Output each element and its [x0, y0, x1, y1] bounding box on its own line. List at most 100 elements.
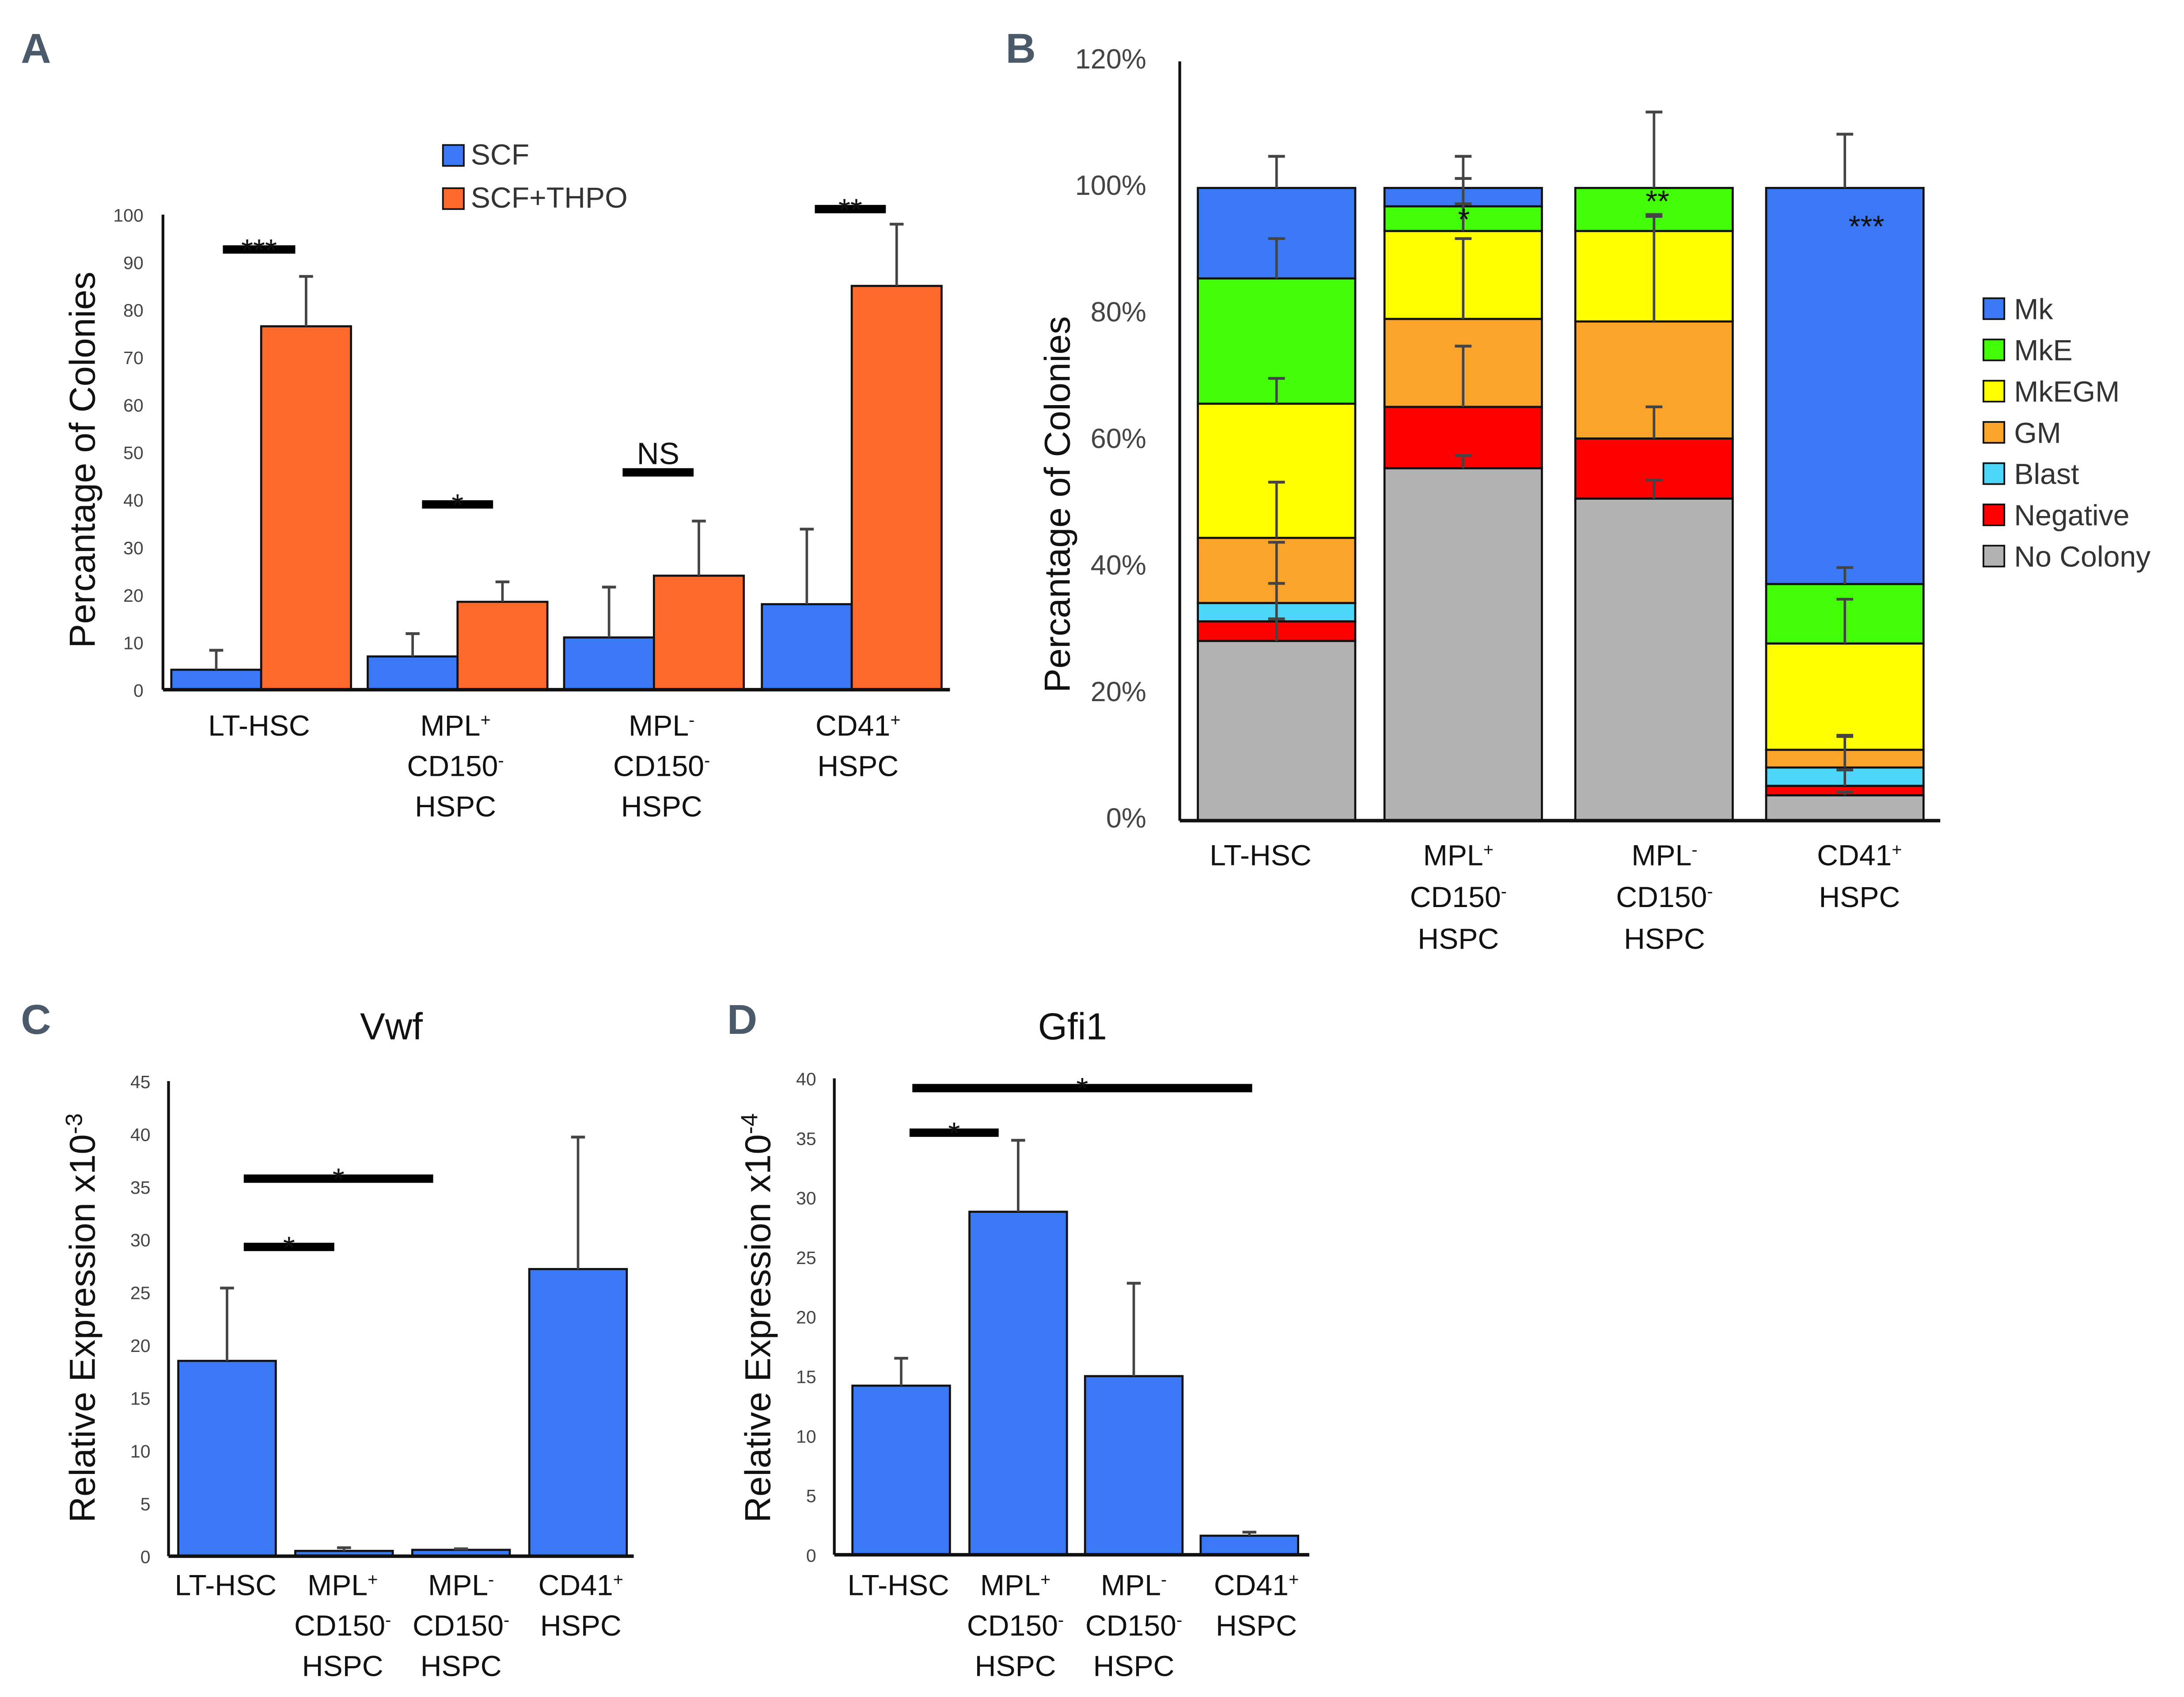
significance-bar: [622, 468, 694, 477]
bar: [968, 1211, 1068, 1556]
bar-scf: [367, 655, 459, 691]
y-tick-label: 15: [130, 1389, 151, 1409]
x-category-label: LT-HSC: [175, 1569, 277, 1602]
x-category-label: HSPC: [421, 1650, 502, 1682]
x-category-label: CD41+: [815, 710, 900, 742]
legend-label: MkE: [2014, 334, 2072, 367]
chart-title-c: Vwf: [360, 1006, 423, 1048]
x-category-label: MPL+: [307, 1569, 378, 1602]
x-category-label: CD41+: [1214, 1569, 1299, 1602]
x-category-label: HSPC: [1216, 1610, 1297, 1642]
y-tick-label: 20%: [1091, 676, 1146, 707]
y-axis-label-a: Percantage of Colonies: [62, 272, 102, 648]
significance-bar: [243, 1242, 334, 1251]
significance-label: *: [948, 1116, 960, 1150]
x-category-label: HSPC: [1819, 881, 1900, 914]
legend-label: MkEGM: [2014, 376, 2120, 408]
bar-segment-mk: [1765, 187, 1925, 585]
y-tick-label: 45: [130, 1072, 151, 1092]
legend-swatch: [1983, 462, 2006, 485]
x-category-label: LT-HSC: [1210, 839, 1312, 872]
x-category-label: HSPC: [1093, 1650, 1175, 1682]
x-category-label: MPL-: [428, 1569, 494, 1602]
legend-swatch: [1983, 545, 2006, 568]
chart-title-d: Gfi1: [1038, 1006, 1107, 1048]
bar: [528, 1268, 628, 1557]
significance-label: ***: [241, 233, 277, 267]
legend-label: GM: [2014, 417, 2061, 449]
y-tick-label: 10: [130, 1441, 151, 1462]
x-category-label: CD150-: [613, 750, 710, 783]
bar-scf-thpo: [652, 574, 745, 691]
y-tick-label: 10: [796, 1426, 816, 1446]
y-tick-label: 0: [133, 680, 144, 701]
significance-bar: [223, 245, 296, 254]
bar-segment-no-colony: [1574, 497, 1734, 822]
y-tick-label: 5: [140, 1494, 151, 1515]
y-tick-label: 50: [123, 443, 144, 463]
x-category-label: HSPC: [540, 1610, 622, 1642]
y-tick-label: 120%: [1075, 44, 1146, 75]
significance-label: NS: [637, 436, 679, 471]
y-tick-label: 30: [796, 1188, 816, 1208]
legend-label: No Colony: [2014, 540, 2150, 573]
significance-bar: [243, 1174, 433, 1183]
y-tick-label: 0%: [1106, 803, 1146, 834]
y-tick-label: 60: [123, 395, 144, 416]
x-category-label: HSPC: [415, 790, 496, 823]
y-tick-label: 100%: [1075, 170, 1146, 201]
y-axis-label-d: Relative Expression x10-4: [736, 1113, 778, 1523]
bar: [177, 1359, 277, 1557]
y-tick-label: 40: [796, 1069, 816, 1090]
bar: [851, 1384, 951, 1556]
y-tick-label: 40%: [1091, 550, 1146, 581]
legend-swatch: [1983, 503, 2006, 526]
y-tick-label: 25: [130, 1283, 151, 1303]
legend-label: Blast: [2014, 458, 2079, 491]
x-category-label: CD41+: [1817, 839, 1902, 872]
x-category-label: HSPC: [817, 750, 899, 783]
x-category-label: MPL-: [629, 710, 694, 742]
panel-letter-a: A: [21, 25, 51, 72]
bar-segment-mkegm: [1765, 642, 1925, 751]
significance-bar: [912, 1084, 1252, 1093]
y-tick-label: 100: [113, 205, 143, 226]
x-category-label: CD150-: [407, 750, 504, 783]
legend-swatch: [442, 144, 465, 167]
y-tick-label: 20: [130, 1336, 151, 1356]
significance-label: **: [838, 192, 862, 227]
y-tick-label: 30: [123, 538, 144, 558]
legend-swatch: [1983, 297, 2006, 320]
panel-letter-c: C: [21, 996, 51, 1043]
y-tick-label: 35: [796, 1128, 816, 1149]
x-category-label: LT-HSC: [208, 710, 310, 742]
panel-letter-d: D: [727, 996, 757, 1043]
x-category-label: MPL-: [1631, 839, 1697, 872]
y-tick-label: 10: [123, 633, 144, 653]
significance-label: *: [283, 1230, 295, 1265]
legend-label: Mk: [2014, 293, 2053, 326]
x-category-label: HSPC: [1418, 923, 1499, 956]
x-category-label: CD150-: [1085, 1610, 1182, 1642]
x-category-label: CD150-: [1616, 881, 1713, 914]
significance-label: **: [1646, 184, 1669, 219]
x-category-label: CD41+: [538, 1569, 623, 1602]
x-category-label: HSPC: [621, 790, 702, 823]
x-category-label: HSPC: [1624, 923, 1705, 956]
bar-scf-thpo: [260, 325, 352, 691]
x-category-label: HSPC: [975, 1650, 1056, 1682]
y-tick-label: 20: [123, 585, 144, 606]
significance-label: ***: [1849, 209, 1884, 243]
significance-bar: [422, 500, 493, 509]
y-tick-label: 25: [796, 1248, 816, 1268]
x-category-label: CD150-: [1410, 881, 1507, 914]
legend-swatch: [1983, 421, 2006, 444]
y-axis-label-c: Relative Expression x10-3: [61, 1113, 103, 1523]
bar-scf: [563, 636, 655, 691]
bar: [1199, 1534, 1300, 1556]
y-tick-label: 80: [123, 300, 144, 321]
legend-swatch: [1983, 380, 2006, 402]
x-category-label: MPL-: [1101, 1569, 1167, 1602]
bar-scf-thpo: [456, 600, 549, 691]
